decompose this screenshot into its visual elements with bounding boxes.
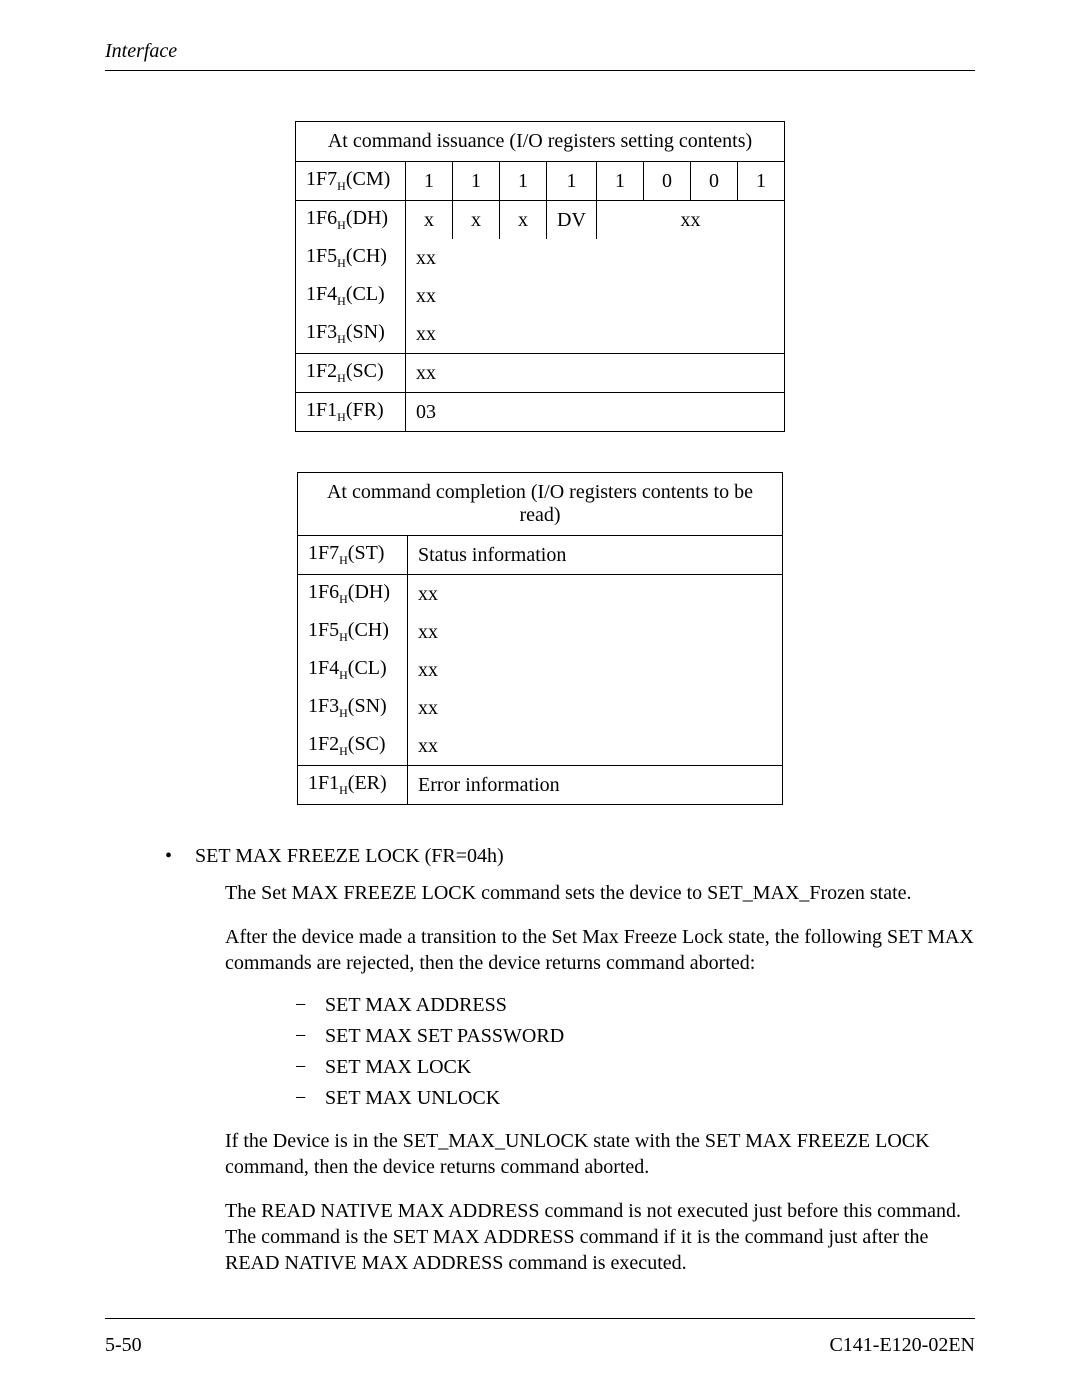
- reg-label: 1F1H(FR): [296, 393, 406, 432]
- reg-label-text: 1F4H(CL): [306, 283, 385, 305]
- completion-table: At command completion (I/O registers con…: [297, 472, 783, 805]
- paragraph-3: If the Device is in the SET_MAX_UNLOCK s…: [225, 1128, 975, 1180]
- reg-label: 1F7H(CM): [296, 162, 406, 201]
- reg-label-text: 1F3H(SN): [308, 695, 387, 717]
- list-item: −SET MAX LOCK: [295, 1056, 975, 1079]
- reg-label: 1F3H(SN): [296, 315, 406, 354]
- reg-value: xx: [408, 689, 783, 727]
- section-heading-text: SET MAX FREEZE LOCK (FR=04h): [195, 845, 504, 868]
- reg-label-text: 1F2H(SC): [306, 360, 384, 382]
- reg-value: xx: [408, 613, 783, 651]
- bit-cell: xx: [596, 201, 784, 240]
- paragraph-4: The READ NATIVE MAX ADDRESS command is n…: [225, 1198, 975, 1276]
- reg-label-text: 1F5H(CH): [308, 619, 389, 641]
- body-section: • SET MAX FREEZE LOCK (FR=04h) The Set M…: [105, 845, 975, 1276]
- bit-cell: DV: [547, 201, 597, 240]
- reg-value: xx: [408, 575, 783, 614]
- paragraph-2: After the device made a transition to th…: [225, 924, 975, 976]
- dash-list: −SET MAX ADDRESS−SET MAX SET PASSWORD−SE…: [295, 994, 975, 1110]
- table-row: 1F2H(SC) xx: [296, 354, 785, 393]
- reg-value: Status information: [408, 536, 783, 575]
- dash-icon: −: [295, 1087, 325, 1110]
- bit-cell: 03: [406, 393, 785, 432]
- bit-cell: 1: [453, 162, 500, 201]
- table-row: 1F5H(CH) xx: [298, 613, 783, 651]
- bit-cell: 1: [500, 162, 547, 201]
- dash-icon: −: [295, 1025, 325, 1048]
- footer-divider: [105, 1318, 975, 1319]
- bit-cell: 0: [643, 162, 690, 201]
- reg-label: 1F6H(DH): [298, 575, 408, 614]
- list-item: −SET MAX UNLOCK: [295, 1087, 975, 1110]
- table-row: 1F4H(CL) xx: [296, 277, 785, 315]
- reg-label-text: 1F1H(ER): [308, 772, 387, 794]
- issuance-table: At command issuance (I/O registers setti…: [295, 121, 785, 432]
- bit-cell: 1: [596, 162, 643, 201]
- bit-cell: xx: [406, 277, 785, 315]
- bit-cell: 1: [547, 162, 597, 201]
- reg-label: 1F2H(SC): [296, 354, 406, 393]
- list-item-text: SET MAX ADDRESS: [325, 994, 507, 1017]
- dash-icon: −: [295, 994, 325, 1017]
- table-row: 1F7H(ST) Status information: [298, 536, 783, 575]
- reg-label-text: 1F5H(CH): [306, 245, 387, 267]
- reg-label-text: 1F4H(CL): [308, 657, 387, 679]
- table-row: 1F1H(FR) 03: [296, 393, 785, 432]
- completion-table-title: At command completion (I/O registers con…: [298, 473, 783, 536]
- section-heading: • SET MAX FREEZE LOCK (FR=04h): [165, 845, 975, 868]
- reg-label: 1F4H(CL): [298, 651, 408, 689]
- table-row: 1F5H(CH) xx: [296, 239, 785, 277]
- reg-label: 1F5H(CH): [296, 239, 406, 277]
- bit-cell: x: [406, 201, 453, 240]
- reg-label: 1F3H(SN): [298, 689, 408, 727]
- list-item-text: SET MAX UNLOCK: [325, 1087, 500, 1110]
- reg-value: xx: [408, 651, 783, 689]
- reg-label-text: 1F2H(SC): [308, 733, 386, 755]
- paragraph-1: The Set MAX FREEZE LOCK command sets the…: [225, 880, 975, 906]
- table-row: 1F2H(SC) xx: [298, 727, 783, 766]
- reg-label: 1F1H(ER): [298, 766, 408, 805]
- reg-label-text: 1F7H(ST): [308, 542, 384, 564]
- dash-icon: −: [295, 1056, 325, 1079]
- list-item-text: SET MAX SET PASSWORD: [325, 1025, 564, 1048]
- footer-page-number: 5-50: [105, 1334, 142, 1357]
- reg-label: 1F6H(DH): [296, 201, 406, 240]
- reg-label-text: 1F6H(DH): [306, 207, 388, 229]
- header-divider: [105, 70, 975, 71]
- reg-label: 1F5H(CH): [298, 613, 408, 651]
- bit-cell: xx: [406, 315, 785, 354]
- reg-label-text: 1F3H(SN): [306, 321, 385, 343]
- bit-cell: xx: [406, 354, 785, 393]
- reg-value: xx: [408, 727, 783, 766]
- reg-label: 1F2H(SC): [298, 727, 408, 766]
- footer-doc-id: C141-E120-02EN: [829, 1334, 975, 1357]
- issuance-table-title: At command issuance (I/O registers setti…: [296, 122, 785, 162]
- bullet-icon: •: [165, 845, 195, 868]
- bit-cell: 0: [690, 162, 737, 201]
- bit-cell: x: [500, 201, 547, 240]
- table-row: 1F1H(ER) Error information: [298, 766, 783, 805]
- table-row: 1F3H(SN) xx: [296, 315, 785, 354]
- reg-label-text: 1F1H(FR): [306, 399, 384, 421]
- page-footer: 5-50 C141-E120-02EN: [105, 1334, 975, 1357]
- reg-label-text: 1F6H(DH): [308, 581, 390, 603]
- reg-label: 1F7H(ST): [298, 536, 408, 575]
- reg-label: 1F4H(CL): [296, 277, 406, 315]
- table-row: 1F6H(DH)xxxDVxx: [296, 201, 785, 240]
- bit-cell: xx: [406, 239, 785, 277]
- table-row: 1F3H(SN) xx: [298, 689, 783, 727]
- reg-label-text: 1F7H(CM): [306, 168, 390, 190]
- bit-cell: x: [453, 201, 500, 240]
- bit-cell: 1: [406, 162, 453, 201]
- header-title: Interface: [105, 40, 975, 63]
- table-row: 1F7H(CM)11111001: [296, 162, 785, 201]
- reg-value: Error information: [408, 766, 783, 805]
- table-row: 1F6H(DH) xx: [298, 575, 783, 614]
- list-item: −SET MAX ADDRESS: [295, 994, 975, 1017]
- list-item: −SET MAX SET PASSWORD: [295, 1025, 975, 1048]
- table-row: 1F4H(CL) xx: [298, 651, 783, 689]
- bit-cell: 1: [737, 162, 784, 201]
- list-item-text: SET MAX LOCK: [325, 1056, 471, 1079]
